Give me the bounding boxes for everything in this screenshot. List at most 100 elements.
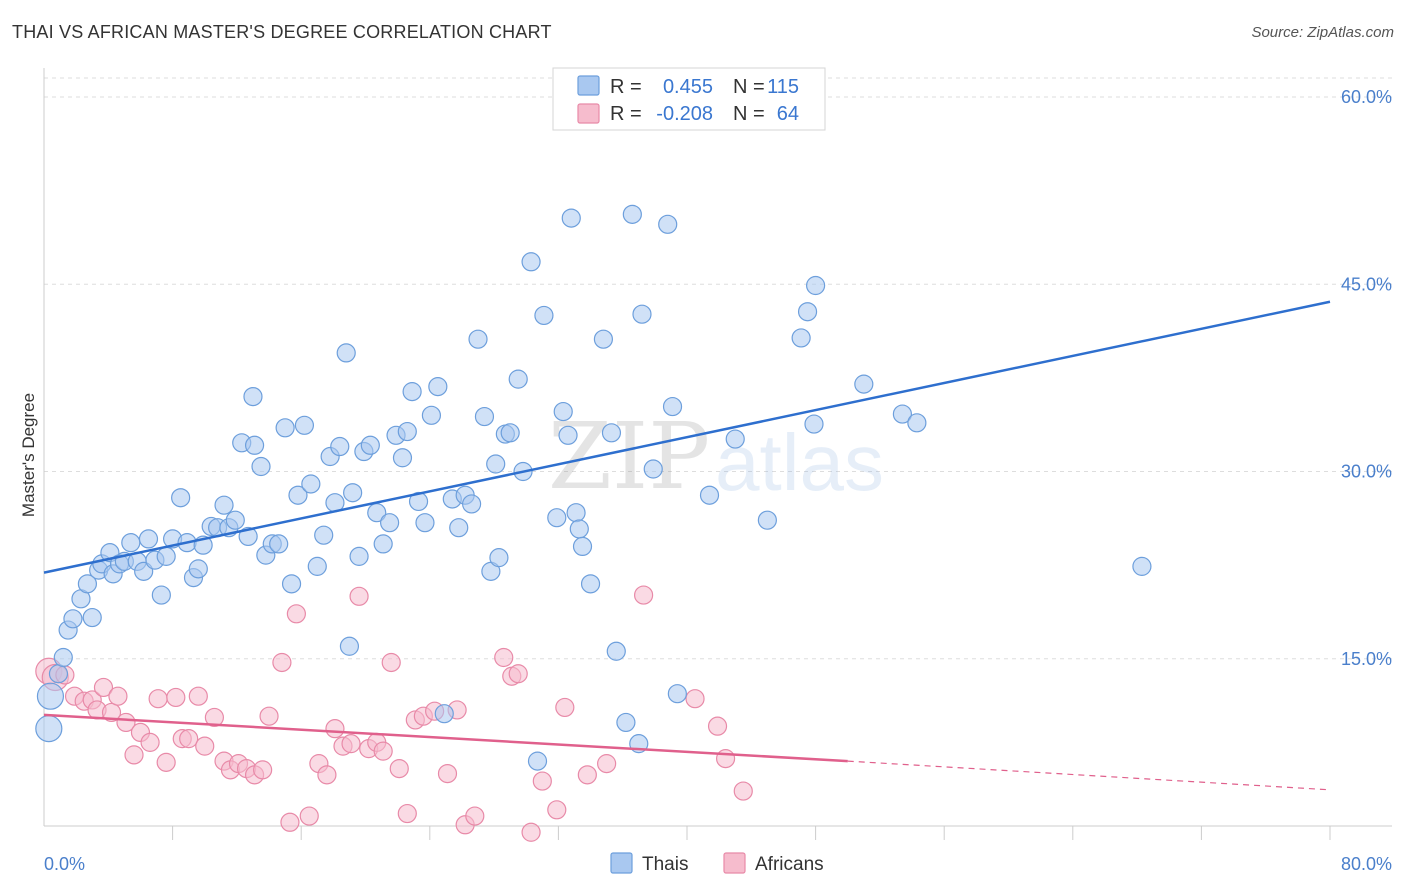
- africans-trend-line: [43, 713, 848, 763]
- thai-point: [725, 429, 745, 449]
- african-point: [148, 689, 168, 709]
- african-point: [272, 652, 292, 673]
- thai-point: [797, 302, 818, 322]
- series-legend: Thais Africans: [610, 852, 824, 875]
- thai-point: [392, 448, 413, 468]
- watermark-atlas: atlas: [715, 418, 884, 507]
- african-point: [577, 765, 597, 785]
- african-point: [286, 604, 306, 624]
- african-point: [707, 716, 728, 736]
- thai-point: [380, 513, 400, 533]
- african-point: [116, 712, 136, 733]
- thai-point: [616, 712, 636, 733]
- african-point: [93, 677, 114, 698]
- trend-layer: [43, 300, 1331, 791]
- thai-point: [428, 377, 448, 397]
- african-point: [166, 687, 186, 708]
- thai-point: [360, 435, 380, 455]
- grid-layer: [44, 77, 1392, 660]
- african-point: [532, 771, 552, 791]
- africans-legend-label: Africans: [755, 854, 824, 875]
- thai-point: [566, 503, 586, 523]
- thai-point: [294, 415, 315, 435]
- thai-point: [138, 529, 159, 549]
- african-point: [156, 752, 176, 772]
- thai-point: [244, 435, 265, 455]
- thai-point: [373, 534, 393, 554]
- thai-point: [699, 485, 720, 505]
- african-point: [179, 729, 199, 749]
- y-tick-label: 15.0%: [1341, 649, 1392, 669]
- thai-point: [330, 436, 350, 457]
- africans-n-value: 64: [777, 103, 799, 125]
- thai-point: [421, 405, 442, 425]
- thai-point: [500, 423, 520, 443]
- african-point: [555, 697, 575, 718]
- african-point: [381, 652, 401, 673]
- thai-point: [757, 510, 777, 530]
- thai-point: [339, 636, 360, 656]
- africans-trend-extension: [847, 760, 1331, 791]
- tick-label-layer: 15.0% 30.0% 45.0% 60.0% 0.0% 80.0%: [44, 87, 1392, 874]
- thai-point: [82, 607, 102, 628]
- african-point: [299, 806, 319, 826]
- thai-point: [36, 682, 65, 710]
- thai-point: [892, 404, 913, 424]
- african-point: [101, 702, 122, 723]
- thai-point: [662, 396, 683, 417]
- thai-point: [489, 548, 509, 568]
- thai-point: [558, 425, 578, 445]
- african-point: [508, 664, 528, 684]
- african-point: [397, 803, 417, 824]
- thais-r-value: 0.455: [663, 76, 713, 98]
- african-point: [349, 586, 369, 606]
- thai-point: [580, 574, 601, 594]
- thai-point: [336, 343, 356, 363]
- thai-point: [569, 519, 589, 539]
- african-point: [108, 686, 128, 706]
- thai-point: [622, 204, 642, 224]
- thai-point: [225, 510, 245, 530]
- y-tick-label: 30.0%: [1341, 462, 1392, 482]
- thai-point: [77, 574, 98, 594]
- thai-point: [35, 715, 63, 743]
- thai-point: [121, 533, 141, 553]
- thai-point: [349, 546, 369, 566]
- african-point: [259, 706, 279, 726]
- thai-point: [449, 518, 469, 538]
- x-tick-label: 80.0%: [1341, 854, 1392, 874]
- thai-point: [314, 525, 334, 545]
- thai-point: [632, 304, 652, 324]
- thai-point: [269, 534, 289, 554]
- thai-point: [521, 252, 541, 272]
- african-point: [494, 647, 514, 668]
- thai-point: [805, 275, 826, 296]
- african-point: [633, 585, 654, 605]
- thai-point: [397, 421, 417, 442]
- thai-point: [804, 414, 824, 434]
- thai-point: [534, 305, 554, 326]
- thai-point: [63, 609, 83, 629]
- thai-point: [791, 328, 811, 348]
- african-point: [437, 763, 458, 784]
- thai-point: [572, 536, 593, 557]
- thais-n-label: N =: [733, 76, 765, 98]
- y-tick-label: 60.0%: [1341, 87, 1392, 107]
- thais-trend-line: [43, 300, 1331, 574]
- african-point: [715, 749, 736, 769]
- thai-point: [658, 214, 678, 234]
- thai-point: [461, 494, 482, 514]
- chart-title: THAI VS AFRICAN MASTER'S DEGREE CORRELAT…: [12, 22, 552, 42]
- thai-point: [243, 387, 263, 407]
- africans-r-value: -0.208: [656, 103, 713, 125]
- thai-point: [508, 369, 528, 389]
- thai-point: [288, 485, 308, 505]
- african-point: [140, 732, 160, 752]
- thai-point: [907, 413, 927, 433]
- africans-legend-swatch: [577, 103, 600, 124]
- thai-point: [151, 585, 171, 605]
- african-point: [389, 759, 409, 779]
- african-point: [341, 734, 361, 754]
- watermark: ZIP atlas: [548, 403, 884, 510]
- african-point: [547, 800, 567, 820]
